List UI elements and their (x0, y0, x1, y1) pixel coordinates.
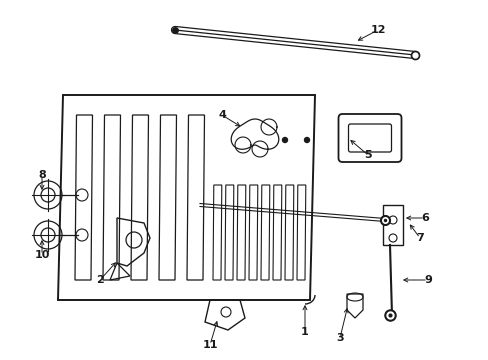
Text: 10: 10 (34, 250, 50, 260)
Circle shape (282, 138, 287, 143)
Text: 3: 3 (336, 333, 343, 343)
Circle shape (304, 138, 309, 143)
Text: 5: 5 (364, 150, 371, 160)
Text: 6: 6 (420, 213, 428, 223)
Text: 11: 11 (202, 340, 217, 350)
Text: 9: 9 (423, 275, 431, 285)
Text: 4: 4 (218, 110, 225, 120)
Text: 7: 7 (415, 233, 423, 243)
Text: 8: 8 (38, 170, 46, 180)
Text: 2: 2 (96, 275, 103, 285)
Text: 1: 1 (301, 327, 308, 337)
Text: 12: 12 (369, 25, 385, 35)
